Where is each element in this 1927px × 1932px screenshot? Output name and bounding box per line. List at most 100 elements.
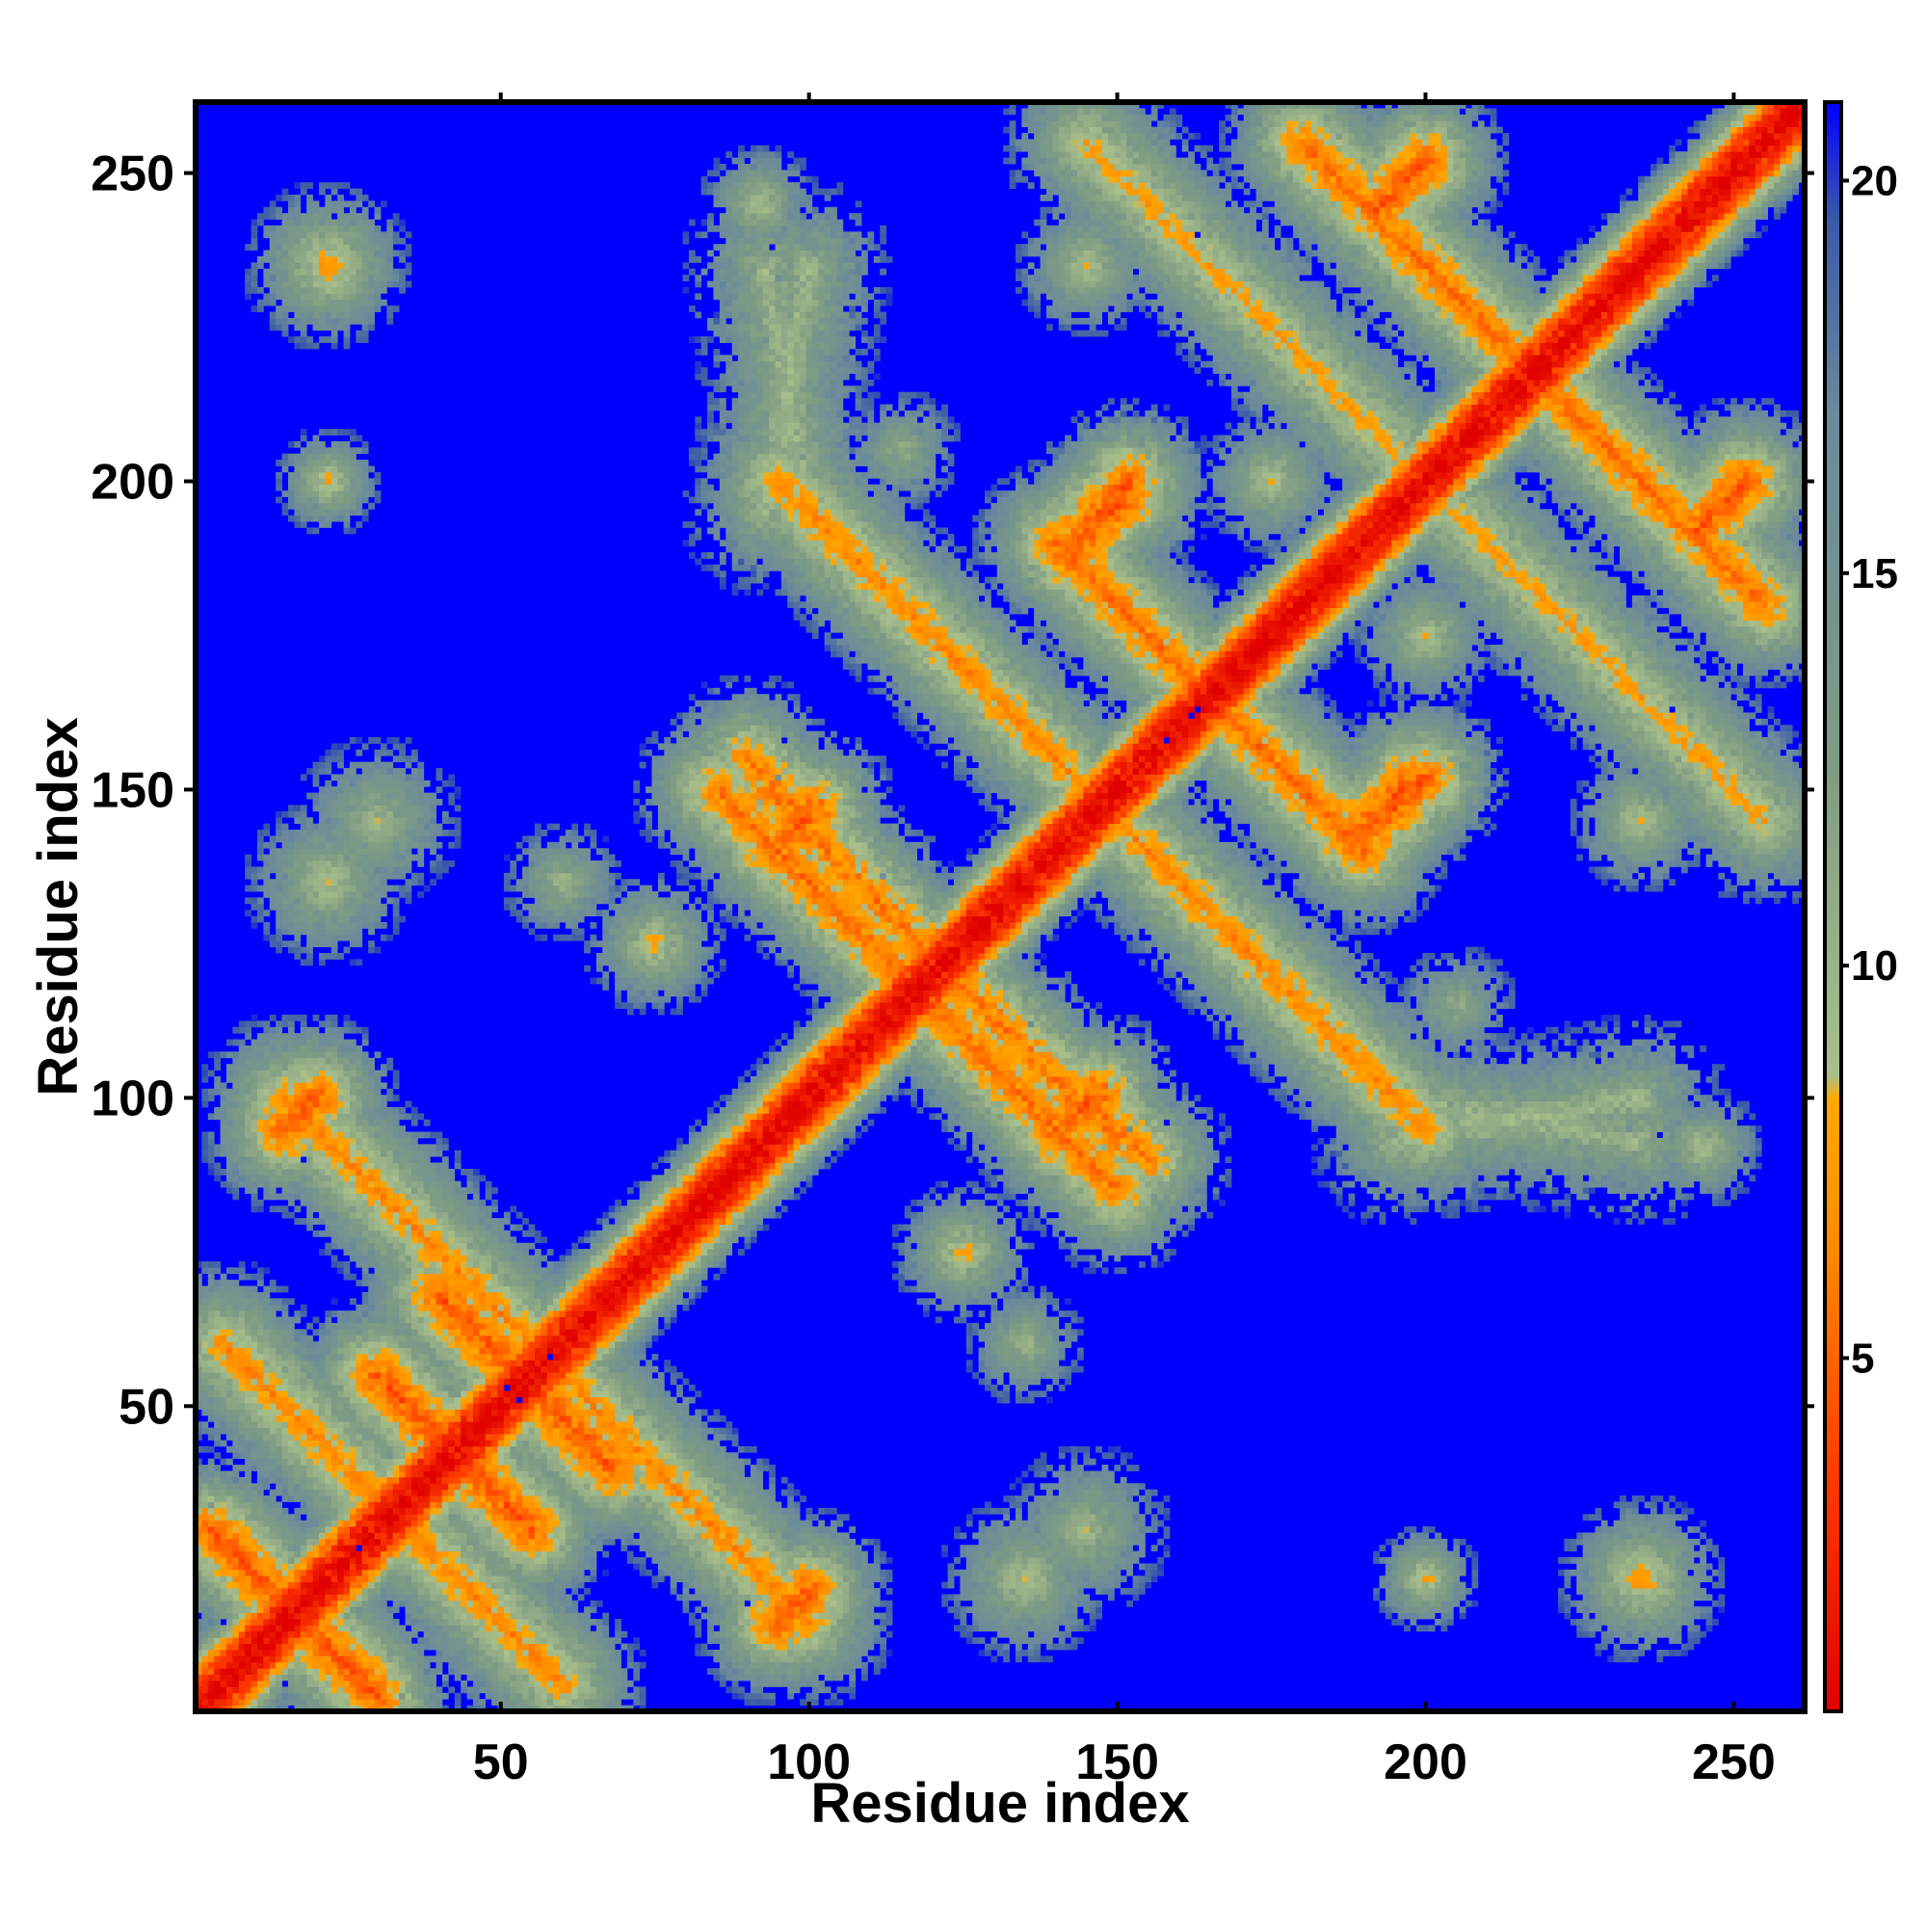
heatmap-cell xyxy=(344,269,351,276)
heatmap-cell xyxy=(232,1440,239,1446)
heatmap-cell xyxy=(282,509,289,516)
heatmap-cell xyxy=(350,1107,356,1114)
heatmap-cell xyxy=(331,300,338,306)
heatmap-cell xyxy=(288,1686,295,1693)
heatmap-cell xyxy=(288,1181,295,1188)
heatmap-cell xyxy=(368,256,375,263)
heatmap-cell xyxy=(288,1421,295,1428)
heatmap-cell xyxy=(337,1033,344,1040)
heatmap-cell xyxy=(282,331,289,337)
heatmap-cell xyxy=(325,1125,331,1132)
heatmap-cell xyxy=(362,1397,369,1404)
heatmap-cell xyxy=(356,897,362,904)
heatmap-cell xyxy=(251,1205,258,1212)
heatmap-cell xyxy=(337,1341,344,1348)
heatmap-cell xyxy=(344,1076,351,1083)
heatmap-cell xyxy=(381,1563,387,1570)
heatmap-cell xyxy=(337,256,344,263)
heatmap-cell xyxy=(294,293,301,300)
heatmap-cell xyxy=(331,1236,338,1243)
heatmap-cell xyxy=(337,472,344,479)
heatmap-cell xyxy=(276,855,282,861)
heatmap-cell xyxy=(294,1470,301,1477)
heatmap-cell xyxy=(208,1619,215,1626)
heatmap-cell xyxy=(245,1144,251,1151)
heatmap-cell xyxy=(350,928,356,935)
heatmap-cell xyxy=(325,1470,331,1477)
heatmap-cell xyxy=(270,1563,277,1570)
heatmap-cell xyxy=(344,1366,351,1373)
heatmap-cell xyxy=(337,774,344,781)
heatmap-cell xyxy=(331,447,338,454)
heatmap-cell xyxy=(319,225,326,232)
heatmap-cell xyxy=(294,1138,301,1145)
heatmap-cell xyxy=(263,1169,270,1176)
heatmap-cell xyxy=(337,281,344,288)
heatmap-cell xyxy=(245,1187,251,1194)
heatmap-cell xyxy=(263,1194,270,1201)
heatmap-cell xyxy=(301,521,307,528)
heatmap-cell xyxy=(282,318,289,325)
heatmap-cell xyxy=(276,1606,282,1613)
heatmap-cell xyxy=(232,1631,239,1638)
heatmap-cell xyxy=(301,293,307,300)
heatmap-cell xyxy=(325,1601,331,1607)
heatmap-cell xyxy=(344,490,351,497)
heatmap-cell xyxy=(362,1594,369,1601)
heatmap-cell xyxy=(214,1390,221,1397)
heatmap-cell xyxy=(263,1526,270,1533)
heatmap-cell xyxy=(331,1514,338,1521)
heatmap-cell xyxy=(270,1076,277,1083)
heatmap-cell xyxy=(276,1181,282,1188)
heatmap-cell xyxy=(301,1107,307,1114)
heatmap-cell xyxy=(208,1095,215,1101)
heatmap-cell xyxy=(276,1156,282,1163)
heatmap-cell xyxy=(276,1071,282,1077)
heatmap-cell xyxy=(344,200,351,207)
heatmap-cell xyxy=(337,866,344,873)
heatmap-cell xyxy=(208,1156,215,1163)
heatmap-cell xyxy=(306,1681,313,1687)
heatmap-cell xyxy=(301,478,307,485)
heatmap-cell xyxy=(337,904,344,911)
heatmap-cell xyxy=(368,781,375,787)
heatmap-cell xyxy=(226,1163,233,1170)
heatmap-cell xyxy=(221,1483,227,1490)
heatmap-cell xyxy=(337,1071,344,1077)
heatmap-cell xyxy=(362,1459,369,1466)
heatmap-cell xyxy=(232,1686,239,1693)
heatmap-cell xyxy=(221,1274,227,1281)
heatmap-cell xyxy=(257,1020,264,1027)
heatmap-cell xyxy=(375,1551,382,1558)
heatmap-cell xyxy=(288,454,295,461)
heatmap-cell xyxy=(232,1194,239,1201)
heatmap-cell xyxy=(368,269,375,276)
heatmap-cell xyxy=(313,1421,320,1428)
heatmap-cell xyxy=(208,1305,215,1311)
heatmap-cell xyxy=(356,799,362,806)
heatmap-cell xyxy=(214,1521,221,1527)
heatmap-cell xyxy=(288,1416,295,1422)
heatmap-cell xyxy=(288,1588,295,1595)
heatmap-cell xyxy=(344,1446,351,1453)
heatmap-cell xyxy=(350,811,356,818)
heatmap-cell xyxy=(337,1163,344,1170)
heatmap-cell xyxy=(263,1459,270,1466)
heatmap-cell xyxy=(226,1526,233,1533)
heatmap-cell xyxy=(226,1644,233,1651)
heatmap-cell xyxy=(232,1575,239,1582)
heatmap-cell xyxy=(257,1076,264,1083)
heatmap-cell xyxy=(270,1175,277,1181)
heatmap-cell xyxy=(368,1508,375,1515)
heatmap-cell xyxy=(325,1200,331,1206)
heatmap-cell xyxy=(232,1058,239,1065)
heatmap-cell xyxy=(325,1551,331,1558)
heatmap-cell xyxy=(337,935,344,941)
heatmap-cell xyxy=(375,1120,382,1126)
heatmap-cell xyxy=(344,1051,351,1058)
heatmap-cell xyxy=(356,1205,362,1212)
heatmap-cell xyxy=(325,1225,331,1231)
heatmap-cell xyxy=(325,1514,331,1521)
heatmap-cell xyxy=(350,1390,356,1397)
heatmap-cell xyxy=(232,1495,239,1502)
